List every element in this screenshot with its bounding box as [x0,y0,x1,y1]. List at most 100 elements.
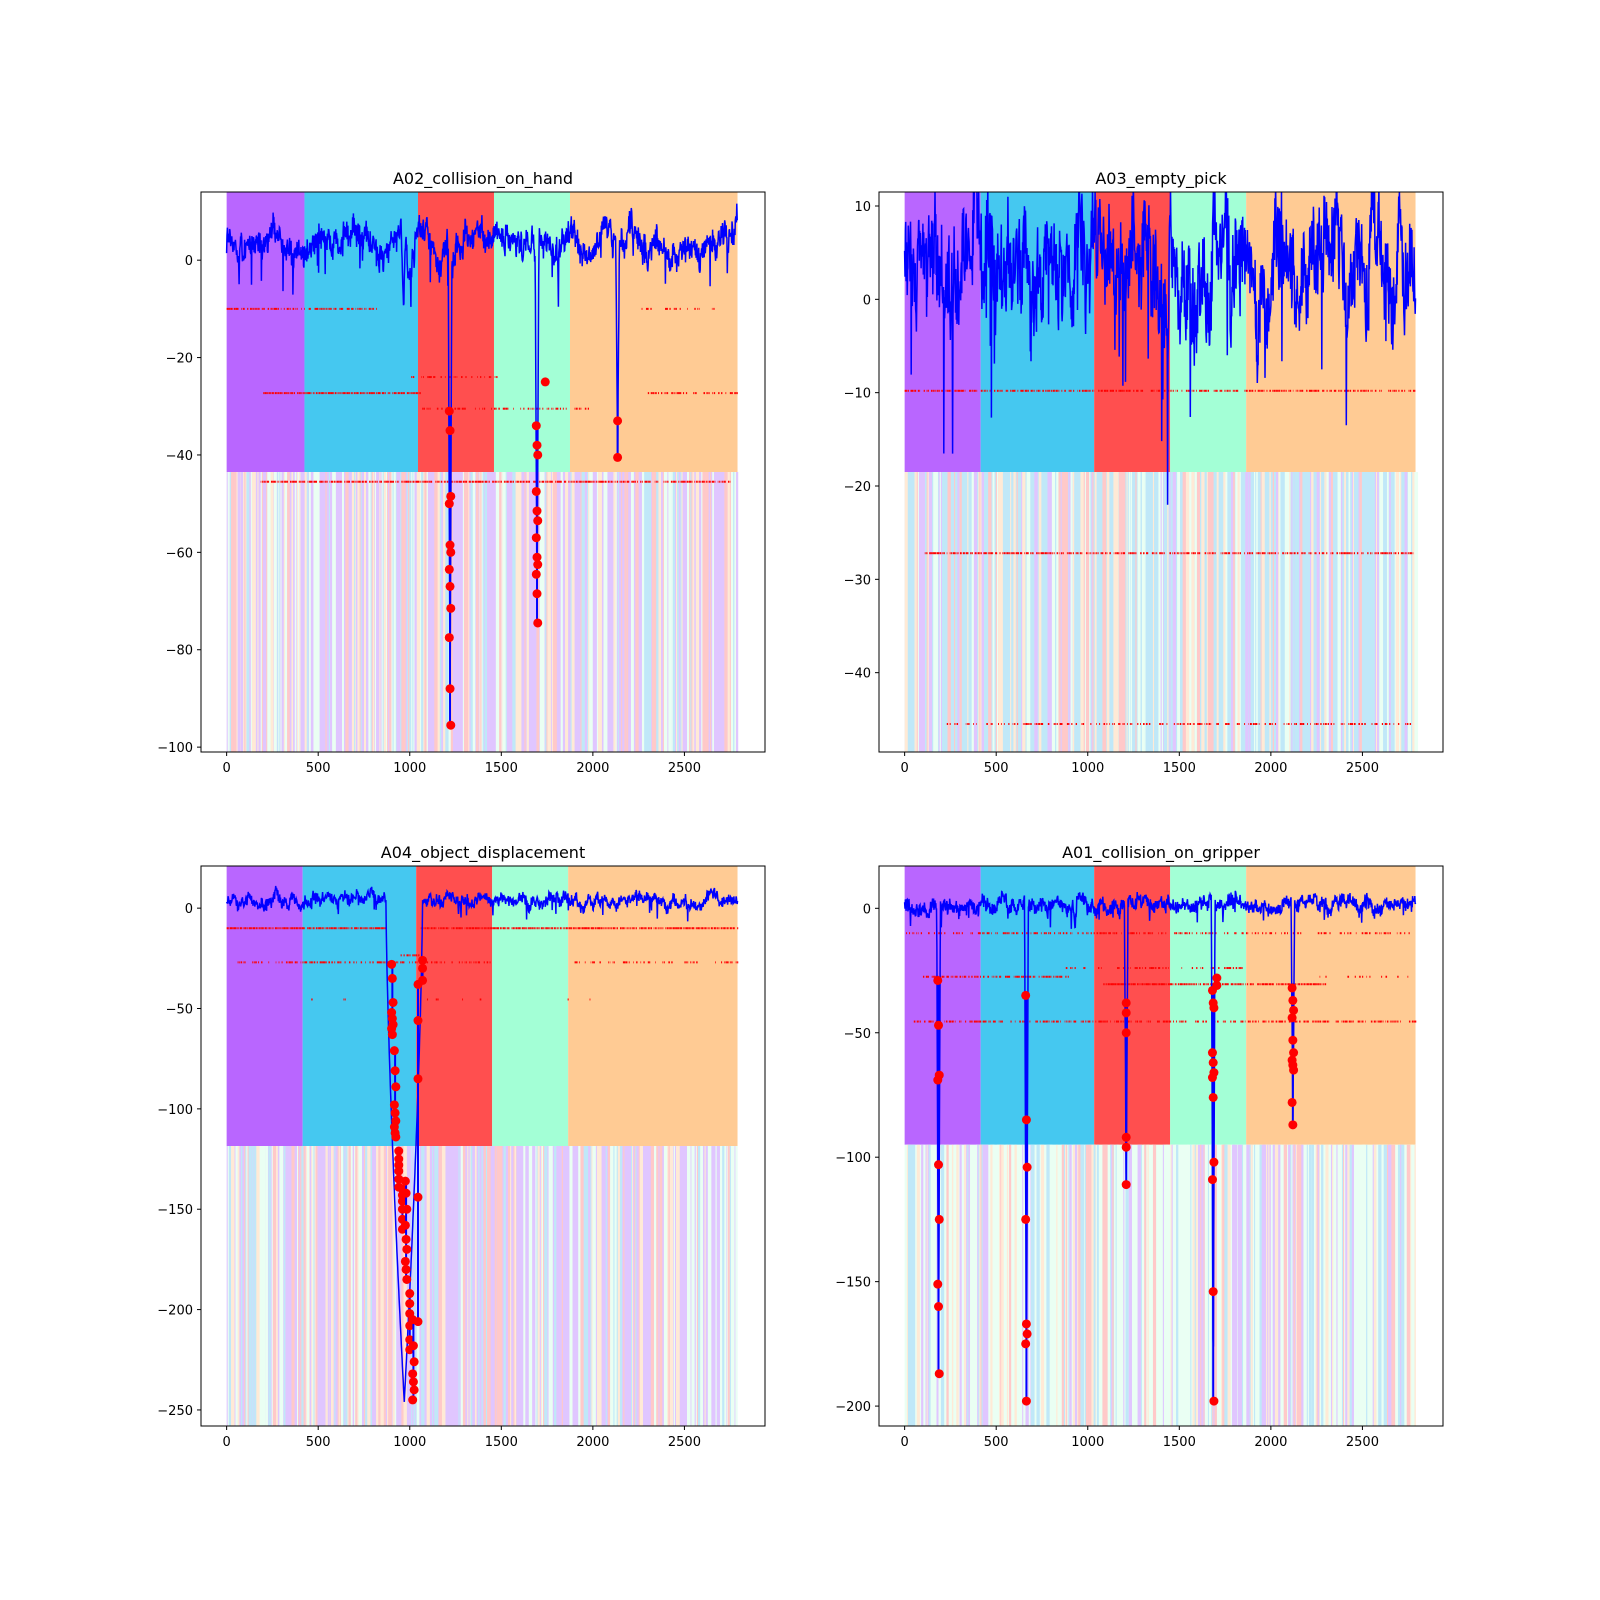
phase-band [416,866,493,1146]
label-strip-bar [1061,1144,1065,1426]
label-strip-bar [247,1146,249,1426]
label-strip-bar [1187,1144,1189,1426]
label-strip-bar [378,1146,382,1426]
label-strip-bar [1227,1144,1230,1426]
label-strip-bar [1182,472,1187,752]
label-strip-bar [1013,472,1016,752]
label-strip-bar [266,1146,268,1426]
anomaly-point [934,1369,944,1379]
label-strip-bar [956,1144,959,1426]
x-tick-label: 500 [984,761,1009,776]
label-strip-bar [990,1144,994,1426]
label-strip-bar [325,472,327,752]
anomaly-point [933,1279,943,1289]
label-strip-bar [1279,472,1281,752]
label-strip-bar [1190,1144,1193,1426]
label-strip-bar [904,472,908,752]
label-strip-bar [1285,472,1288,752]
label-strip-bar [550,1146,553,1426]
label-strip-bar [1218,472,1222,752]
label-strip-bar [325,1146,327,1426]
label-strip-bar [304,472,307,752]
label-strip-bar [300,1146,303,1426]
label-strip-bar [231,472,235,752]
label-strip-bar [1259,1144,1263,1426]
label-strip-bar [1154,1144,1157,1426]
anomaly-point [1121,998,1131,1008]
label-strip-bar [511,1146,515,1426]
anomaly-point [1021,1115,1031,1125]
label-strip-bar [348,472,351,752]
label-strip-bar [1297,1144,1302,1426]
label-strip-bar [1034,472,1038,752]
label-strip-bar [463,472,467,752]
label-strip-bar [968,1144,971,1426]
y-tick-label: −100 [157,741,193,756]
label-strip-bar [1411,1144,1414,1426]
label-strip-bar [1167,472,1169,752]
label-strip-bar [1106,472,1110,752]
label-strip-bar [1321,1144,1324,1426]
label-strip-bar [584,1146,589,1426]
label-strip-bar [499,472,502,752]
label-strip-bar [1192,472,1195,752]
label-strip-bar [332,472,336,752]
label-strip-bar [1274,1144,1277,1426]
label-strip-bar [240,1146,243,1426]
label-strip-bar [634,1146,636,1426]
label-strip-bar [1240,472,1245,752]
anomaly-point [1121,1028,1131,1038]
anomaly-point [400,1176,410,1186]
label-strip-bar [1151,1144,1154,1426]
label-strip-bar [572,472,575,752]
label-strip-bar [1319,472,1322,752]
label-strip-bar [727,1146,730,1426]
label-strip-bar [291,472,294,752]
plot-area [903,866,1417,1426]
subplot-a01: A01_collision_on_gripper 0 500 1000 1500 200… [835,843,1444,1450]
subplot-a03: A03_empty_pick 0 500 1000 1500 2000 2500 10 0 −1… [844,169,1444,776]
label-strip-bar [1068,1144,1070,1426]
label-strip-bar [1066,1144,1068,1426]
label-strip-bar [1006,1144,1009,1426]
label-strip-bar [1116,472,1119,752]
label-strip-bar [496,1146,500,1426]
y-tick-label: −100 [835,1151,871,1166]
anomaly-point [413,1016,423,1026]
x-tick-label: 500 [306,761,331,776]
label-strip-bar [523,1146,526,1426]
label-strip-bar [389,472,394,752]
x-tick-label: 0 [900,1435,908,1450]
label-strip-bar [588,472,590,752]
label-strip-bar [1204,472,1206,752]
anomaly-point [402,1244,412,1254]
anomaly-point [531,486,541,496]
anomaly-point [408,1369,418,1379]
y-tick-label: −200 [157,1304,193,1319]
label-strip-bar [736,472,739,752]
label-strip-bar [268,472,272,752]
anomaly-point [1121,1132,1131,1142]
label-strip-bar [1272,1144,1275,1426]
label-strip-bar [494,1146,497,1426]
label-strip-bar [528,1146,532,1426]
label-strip-bar [480,472,482,752]
y-tick-label: 10 [854,200,871,215]
y-tick-label: −20 [166,352,193,367]
x-tick-label: 1000 [393,1435,426,1450]
label-strip-bar [1289,472,1291,752]
label-strip-bar [1211,472,1214,752]
y-tick-label: −10 [844,387,871,402]
label-strip-bar [1299,472,1301,752]
label-strip-bar [907,1144,912,1426]
label-strip-bar [365,1146,368,1426]
anomaly-point [446,720,456,730]
label-strip-bar [982,1144,987,1426]
label-strip-bar [383,1146,386,1426]
anomaly-point [934,1020,944,1030]
label-strip-bar [342,472,344,752]
label-strip-bar [560,472,564,752]
label-strip-bar [416,472,421,752]
label-strip-bar [462,1146,466,1426]
label-strip-bar [254,1146,257,1426]
